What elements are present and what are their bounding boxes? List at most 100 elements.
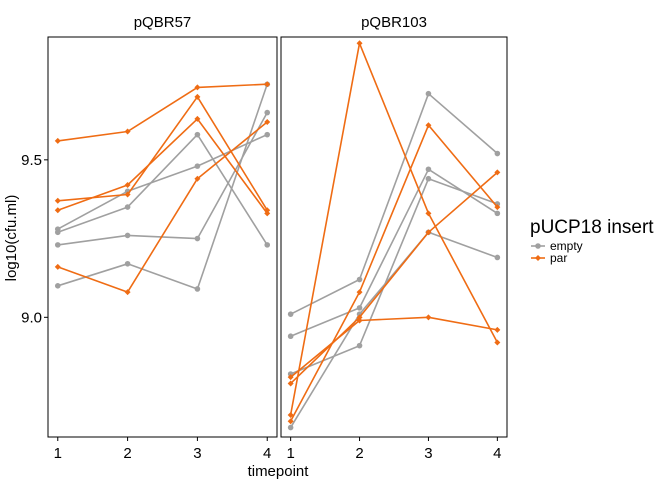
series-line [57, 96, 268, 211]
data-point [356, 40, 363, 47]
series-empty-2 [287, 166, 501, 340]
data-point [494, 210, 501, 217]
data-point [356, 289, 363, 296]
legend-label: empty [550, 239, 583, 253]
x-tick-label: 3 [424, 445, 432, 462]
y-axis-title: log10(cfu.ml) [3, 195, 20, 282]
series-par-8 [287, 314, 501, 381]
data-point [264, 210, 271, 217]
series-par-5 [54, 81, 271, 144]
data-point [356, 317, 363, 324]
data-point [494, 169, 501, 176]
data-point [124, 232, 131, 239]
data-point [54, 242, 61, 248]
series-line [57, 121, 268, 293]
data-point [425, 210, 432, 217]
data-point [264, 242, 271, 248]
series-line [290, 177, 498, 375]
data-point [194, 93, 201, 100]
series-line [290, 168, 498, 337]
series-par-6 [287, 122, 501, 425]
data-point [54, 229, 61, 236]
data-point [124, 128, 131, 135]
panel-border [47, 36, 278, 438]
series-line [57, 118, 268, 214]
panel-strip-label: pQBR103 [361, 14, 427, 31]
series-par-7 [54, 115, 271, 217]
x-tick-label: 1 [54, 445, 62, 462]
data-point [124, 182, 131, 189]
data-point [124, 289, 131, 296]
series-empty-3 [54, 109, 271, 248]
data-point [124, 260, 131, 267]
series-line [289, 124, 499, 422]
data-point [124, 191, 131, 198]
series-line [57, 133, 268, 246]
legend-key-marker [535, 243, 541, 249]
series-empty-2 [54, 131, 271, 248]
x-tick-label: 4 [493, 445, 501, 462]
data-point [194, 286, 201, 292]
data-point [356, 314, 363, 321]
series-line [290, 171, 498, 385]
data-point [194, 163, 201, 169]
x-tick-label: 2 [355, 445, 363, 462]
data-point [194, 235, 201, 242]
data-point [494, 204, 501, 211]
data-point [356, 305, 363, 311]
panel-border [280, 36, 508, 438]
data-point [124, 204, 131, 210]
x-tick-label: 2 [123, 445, 131, 462]
series-line [57, 112, 268, 246]
panel-pqbr57: pQBR57 1 2 3 4 9.0 9.5 [21, 14, 278, 462]
data-point [287, 374, 294, 381]
data-point [287, 411, 294, 418]
data-point [264, 119, 271, 126]
data-point [494, 150, 501, 157]
data-point [194, 115, 201, 122]
legend-title: pUCP18 insert [530, 217, 654, 238]
data-point [54, 283, 61, 289]
series-line [289, 231, 498, 429]
data-point [54, 263, 61, 270]
series-line [289, 42, 499, 416]
x-tick-label: 1 [286, 445, 294, 462]
data-point [264, 131, 271, 138]
data-point [425, 175, 432, 182]
legend-key-marker [535, 255, 541, 261]
data-point [54, 137, 61, 144]
data-point [494, 339, 501, 346]
legend-label: par [550, 251, 567, 265]
series-line [57, 83, 268, 290]
series-line [290, 92, 498, 315]
legend-item-empty: empty [531, 239, 583, 253]
data-point [494, 254, 501, 261]
series-line [57, 83, 268, 142]
data-point [287, 418, 294, 425]
data-point [264, 81, 271, 88]
data-point [425, 314, 432, 321]
data-point [287, 380, 294, 387]
series-line [290, 316, 498, 378]
data-point [54, 197, 61, 204]
data-point [356, 276, 363, 283]
y-tick-label: 9.0 [21, 309, 42, 326]
data-point [194, 131, 201, 138]
series-empty-4 [54, 81, 271, 292]
series-empty-3 [287, 175, 501, 377]
data-point [287, 333, 294, 340]
data-point [494, 326, 501, 333]
x-tick-label: 3 [193, 445, 201, 462]
x-tick-label: 4 [263, 445, 271, 462]
data-point [356, 342, 363, 349]
series-par-5 [287, 40, 501, 418]
data-point [194, 84, 201, 91]
legend-item-par: par [531, 251, 567, 265]
panel-strip-label: pQBR57 [134, 14, 192, 31]
series-par-6 [54, 93, 271, 214]
data-point [287, 424, 294, 431]
